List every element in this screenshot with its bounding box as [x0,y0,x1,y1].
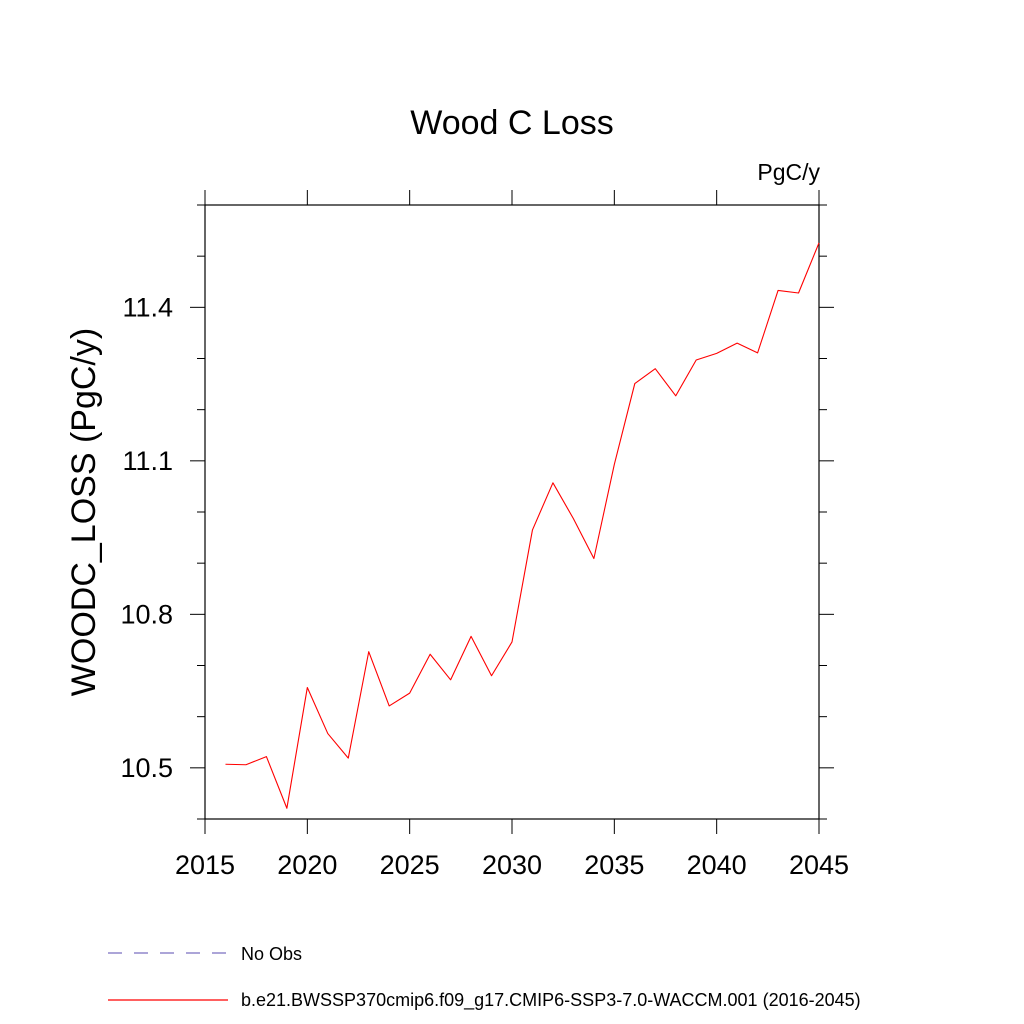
y-tick-label: 10.5 [120,753,173,783]
series-layer [225,242,820,809]
units-label: PgC/y [757,159,820,185]
x-tick-label: 2025 [380,850,440,880]
y-tick-label: 11.4 [122,292,173,322]
y-axis-label: WOODC_LOSS (PgC/y) [65,328,103,696]
legend-label-no-obs: No Obs [241,944,302,964]
axis-ticks [190,190,834,834]
x-tick-label: 2020 [277,850,337,880]
y-tick-label: 10.8 [120,599,173,629]
x-tick-label: 2030 [482,850,542,880]
chart-title: Wood C Loss [410,104,613,142]
legend: No Obs b.e21.BWSSP370cmip6.f09_g17.CMIP6… [108,944,861,1011]
x-tick-label: 2035 [584,850,644,880]
plot-frame [204,204,820,820]
y-tick-label: 11.1 [122,446,173,476]
x-tick-label: 2045 [789,850,849,880]
x-tick-label: 2040 [687,850,747,880]
legend-label-model: b.e21.BWSSP370cmip6.f09_g17.CMIP6-SSP3-7… [241,990,861,1011]
series-line-0 [225,242,820,809]
x-tick-label: 2015 [175,850,235,880]
axis-tick-labels: 2015 2020 2025 2030 2035 2040 2045 10.5 10.8 11.1… [120,292,849,880]
